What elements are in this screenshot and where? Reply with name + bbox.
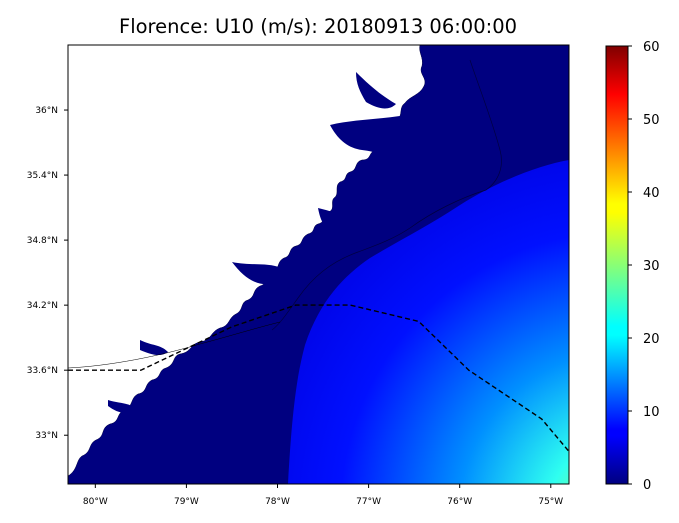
y-tick-label: 36°N (35, 106, 58, 116)
sound-water (330, 103, 502, 241)
x-tick-label: 78°W (265, 497, 290, 507)
colorbar-tick-label: 20 (643, 332, 660, 347)
x-tick-label: 77°W (356, 497, 381, 507)
x-tick-label: 76°W (447, 497, 472, 507)
y-ticks: 36°N 35.4°N 34.8°N 34.2°N 33.6°N 33°N (27, 106, 68, 441)
colorbar-tick-label: 30 (643, 259, 660, 274)
y-tick-label: 34.2°N (27, 301, 58, 311)
colorbar-tick-label: 50 (643, 113, 660, 128)
chart-title: Florence: U10 (m/s): 20180913 06:00:00 (119, 15, 517, 38)
state-border (68, 321, 281, 369)
x-tick-label: 80°W (83, 497, 108, 507)
y-tick-label: 33.6°N (27, 366, 58, 376)
map-frame (67, 44, 570, 485)
y-tick-label: 33°N (35, 431, 58, 441)
map-axes (68, 45, 569, 484)
colorbar-tick-label: 60 (643, 40, 660, 55)
colorbar-tick-label: 40 (643, 186, 660, 201)
x-tick-label: 75°W (538, 497, 563, 507)
barrier-islands (271, 59, 502, 331)
y-tick-label: 34.8°N (27, 236, 58, 246)
colorbar-tick-label: 10 (643, 405, 660, 420)
y-tick-label: 35.4°N (27, 171, 58, 181)
colorbar (605, 45, 629, 485)
colorbar-ticks: 0 10 20 30 40 50 60 (628, 40, 660, 493)
colorbar-tick-label: 0 (643, 478, 651, 493)
x-ticks: 80°W 79°W 78°W 77°W 76°W 75°W (83, 484, 563, 507)
storm-track-line (68, 304, 569, 452)
x-tick-label: 79°W (174, 497, 199, 507)
wind-field (288, 160, 569, 484)
